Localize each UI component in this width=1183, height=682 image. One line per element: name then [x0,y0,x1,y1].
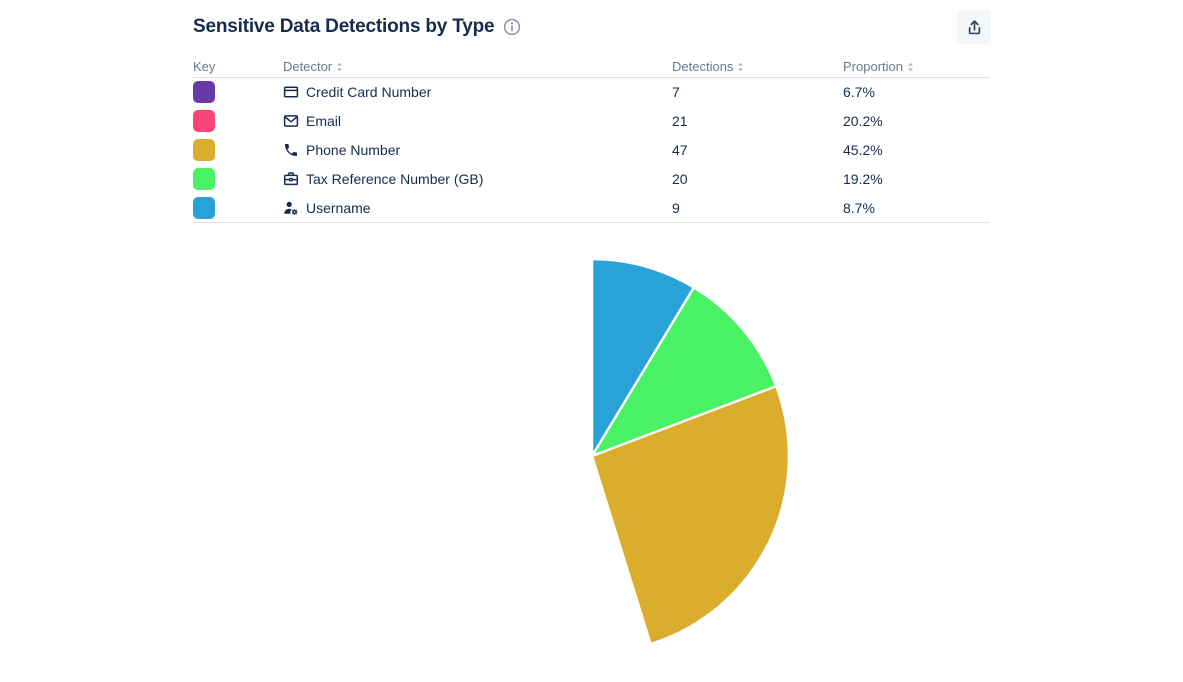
column-label: Proportion [843,59,903,74]
column-header-detections[interactable]: Detections [672,59,843,74]
detections-value: 47 [672,141,688,158]
detector-label: Email [306,113,342,130]
key-cell [193,196,283,219]
detector-label: Tax Reference Number (GB) [306,170,484,187]
detector-cell: Credit Card Number [283,84,672,100]
detections-table: Key Detector Detections Proportion [193,56,990,223]
info-icon[interactable] [503,18,521,36]
proportion-value: 8.7% [843,199,875,216]
detector-label: Username [306,199,371,216]
key-swatch [193,138,215,161]
key-swatch [193,81,215,104]
table-row: Phone Number 47 45.2% [193,136,990,165]
table-row: Username 9 8.7% [193,193,990,222]
credit-card-icon [283,84,299,100]
proportion-value: 19.2% [843,170,883,187]
key-swatch [193,196,215,219]
proportion-value: 45.2% [843,141,883,158]
table-row: Email 21 20.2% [193,107,990,136]
table-row: Credit Card Number 7 6.7% [193,78,990,107]
export-button[interactable] [957,10,991,44]
proportion-value: 6.7% [843,84,875,101]
pie-chart-container [393,257,791,655]
detector-cell: Tax Reference Number (GB) [283,171,672,187]
sort-icon [737,62,744,72]
column-label: Detections [672,59,734,74]
pie-chart [590,257,791,646]
widget-header: Sensitive Data Detections by Type [193,14,521,40]
export-icon [966,19,983,36]
detections-value: 21 [672,113,688,130]
sort-icon [336,62,343,72]
column-header-detector[interactable]: Detector [283,59,672,74]
detections-value: 9 [672,199,680,216]
detector-label: Phone Number [306,141,401,158]
detections-value: 20 [672,170,688,187]
key-cell [193,167,283,190]
pie-slice-username[interactable] [590,257,696,458]
table-row: Tax Reference Number (GB) 20 19.2% [193,164,990,193]
detector-cell: Email [283,113,672,129]
column-header-proportion[interactable]: Proportion [843,59,990,74]
user-gear-icon [283,200,299,216]
key-swatch [193,110,215,133]
page-title: Sensitive Data Detections by Type [193,16,495,37]
table-body: Credit Card Number 7 6.7% Email 21 20.2%… [193,78,990,223]
phone-icon [283,142,299,158]
key-cell [193,110,283,133]
detector-cell: Username [283,200,672,216]
detector-label: Credit Card Number [306,84,432,101]
detector-cell: Phone Number [283,142,672,158]
key-cell [193,81,283,104]
detections-value: 7 [672,84,680,101]
column-header-key: Key [193,59,283,74]
proportion-value: 20.2% [843,113,883,130]
key-cell [193,138,283,161]
table-header-row: Key Detector Detections Proportion [193,56,990,78]
key-swatch [193,167,215,190]
email-icon [283,113,299,129]
briefcase-icon [283,171,299,187]
column-label: Key [193,59,216,74]
sort-icon [907,62,914,72]
column-label: Detector [283,59,333,74]
